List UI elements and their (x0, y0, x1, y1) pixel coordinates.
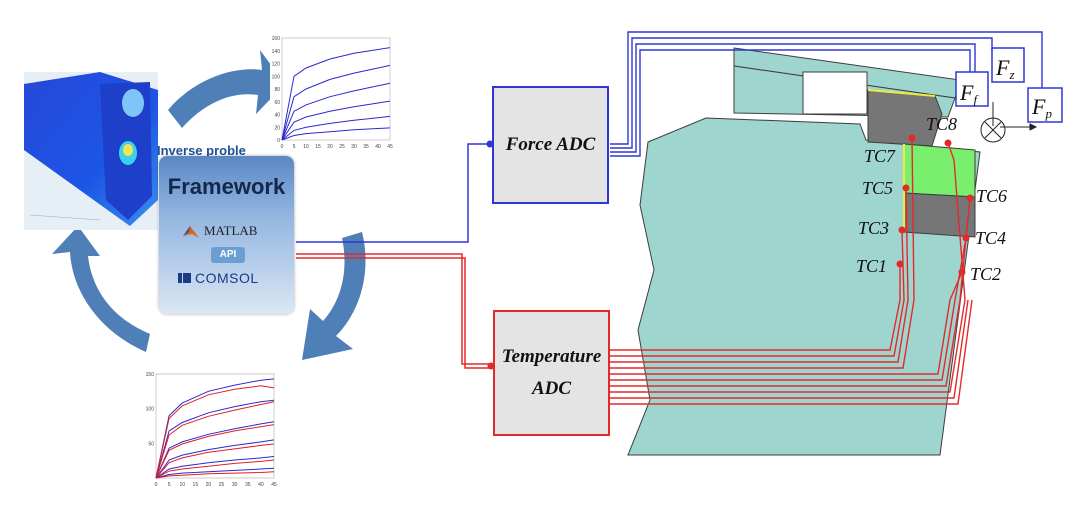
coordinate-axis-icon (980, 102, 1038, 143)
framework-title: Framework (167, 174, 286, 199)
force-z-label: Fz (995, 55, 1015, 82)
tc2-label: TC2 (970, 264, 1002, 284)
inverse-problem-label: Inverse proble (157, 143, 246, 158)
force-p-label: Fp (1031, 94, 1052, 121)
force-box-fp (1027, 87, 1063, 123)
matlab-logo-icon (183, 226, 199, 238)
force-box-ff (955, 71, 989, 107)
insert-green (903, 143, 976, 198)
tc8-label: TC8 (926, 114, 958, 134)
temperature-adc-label-line1: Temperature (501, 346, 602, 367)
cycle-arrow-right (302, 232, 366, 360)
comsol-logo-icon (178, 273, 191, 283)
cycle-arrow-left (52, 226, 150, 352)
matlab-label: MATLAB (204, 223, 258, 238)
tool-holder-slot (802, 71, 868, 115)
api-badge: API (211, 247, 245, 263)
tc3-label: TC3 (858, 218, 890, 238)
blue-signal-wire (296, 143, 490, 243)
tc1-label: TC1 (856, 256, 888, 276)
thermocouple-dots (896, 134, 974, 276)
tool-edge (867, 89, 936, 97)
temperature-adc-connector (487, 362, 495, 370)
force-box-fz (991, 47, 1025, 83)
force-f-label: Ff (959, 80, 979, 107)
red-signal-wire-2 (296, 257, 490, 369)
force-adc-label: Force ADC (505, 134, 596, 155)
cycle-arrow-top (168, 50, 285, 128)
workpiece-body (627, 117, 981, 456)
temperature-adc-label-line2: ADC (531, 378, 572, 399)
tc6-label: TC6 (976, 186, 1008, 206)
temperature-adc-box: Temperature ADC (493, 310, 610, 436)
force-adc-connector (486, 140, 494, 148)
red-signal-wire-1 (296, 253, 490, 365)
framework-box: Framework MATLAB API COMSOL (159, 156, 294, 314)
tc5-label: TC5 (862, 178, 894, 198)
simulation-image (24, 72, 158, 230)
tc4-label: TC4 (975, 228, 1007, 248)
force-adc-box: Force ADC (492, 86, 609, 204)
comsol-label: COMSOL (195, 270, 259, 286)
insert-gray (903, 192, 976, 238)
tc7-label: TC7 (864, 146, 896, 166)
